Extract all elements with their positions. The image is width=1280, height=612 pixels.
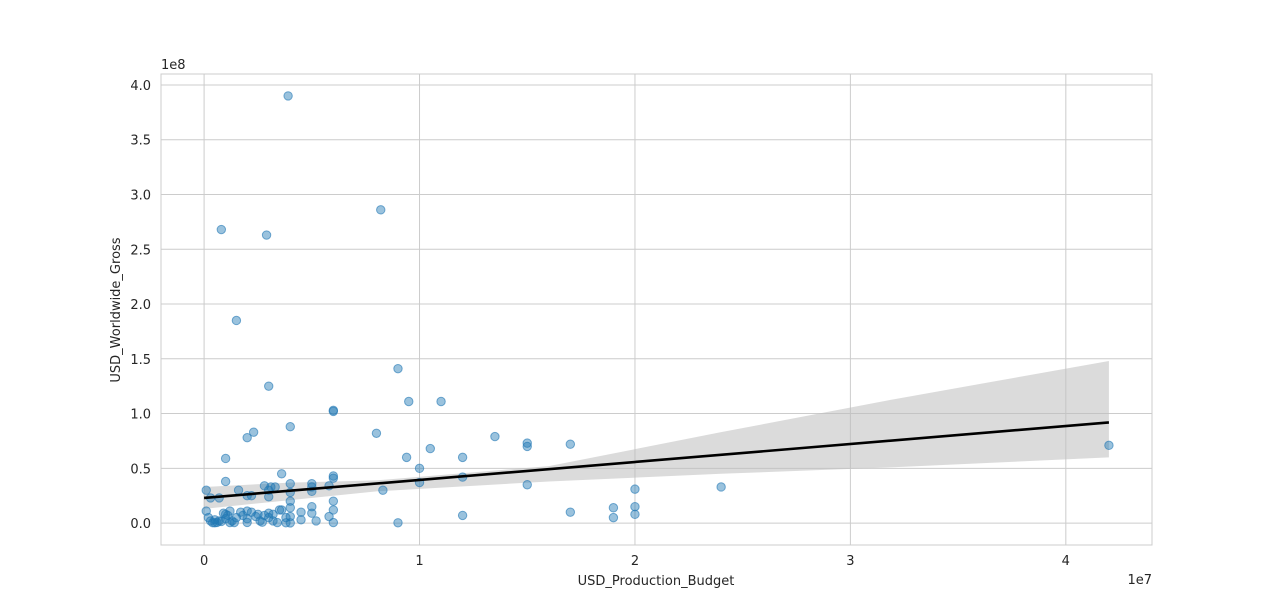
y-tick-label: 3.5	[130, 134, 151, 149]
y-tick-label: 2.0	[130, 298, 151, 313]
data-point	[261, 230, 272, 240]
x-tick-label: 2	[631, 554, 639, 569]
x-tick-label: 1	[415, 554, 423, 569]
data-point	[425, 443, 435, 454]
data-point	[276, 505, 287, 515]
y-tick-label: 2.5	[130, 243, 151, 258]
data-point	[490, 431, 500, 442]
data-point	[393, 518, 403, 528]
axes-border	[160, 73, 1153, 546]
data-point	[393, 363, 403, 374]
data-point	[522, 441, 532, 452]
data-point	[285, 422, 295, 432]
data-point	[328, 405, 339, 415]
data-point	[328, 517, 339, 528]
data-point	[328, 471, 339, 481]
data-point	[296, 515, 306, 525]
data-point	[328, 505, 339, 515]
x-tick-label: 4	[1062, 554, 1070, 569]
x-tick-label: 0	[200, 554, 208, 569]
data-point	[216, 224, 227, 235]
data-point	[522, 438, 532, 448]
data-point	[401, 452, 412, 463]
data-point	[457, 510, 468, 521]
data-point	[220, 476, 231, 487]
data-point	[264, 381, 274, 391]
x-tick-label: 3	[846, 554, 854, 569]
x-offset-label: 1e7	[1127, 573, 1152, 588]
data-point	[210, 518, 220, 528]
y-gridlines	[161, 84, 1152, 524]
data-point	[242, 517, 252, 528]
y-tick-label: 1.5	[130, 353, 151, 368]
data-point	[248, 427, 259, 437]
data-point	[276, 469, 287, 479]
data-point	[274, 505, 285, 515]
data-point	[328, 473, 339, 483]
y-tick-label: 0.0	[130, 517, 151, 532]
data-point	[285, 496, 295, 506]
data-point	[307, 508, 317, 518]
data-point	[630, 501, 640, 512]
data-point	[328, 496, 339, 506]
x-tick-labels: 0 1 2 3 4	[200, 554, 1070, 569]
data-point	[283, 91, 293, 101]
data-point	[565, 439, 576, 449]
data-point	[257, 517, 267, 527]
data-point	[285, 518, 295, 528]
y-tick-labels: 0.0 0.5 1.0 1.5 2.0 2.5 3.0 3.5 4.0	[130, 79, 151, 532]
data-point	[201, 485, 211, 495]
data-point	[229, 517, 239, 528]
data-point	[436, 396, 446, 407]
data-point	[608, 503, 619, 513]
data-point	[272, 517, 283, 528]
regression-line	[203, 421, 1110, 500]
data-point	[1104, 440, 1114, 451]
data-point	[565, 507, 576, 517]
y-axis-label: USD_Worldwide_Gross	[109, 237, 124, 382]
y-offset-label: 1e8	[161, 58, 186, 73]
data-point	[404, 396, 414, 407]
data-point	[608, 512, 619, 523]
y-tick-label: 3.0	[130, 188, 151, 203]
data-point	[307, 501, 317, 512]
data-point	[522, 480, 532, 490]
data-point	[457, 452, 468, 463]
y-tick-label: 1.0	[130, 408, 151, 423]
y-tick-label: 0.5	[130, 462, 151, 477]
data-point	[220, 514, 231, 524]
data-point	[378, 485, 388, 495]
data-point	[311, 516, 321, 526]
x-axis-label: USD_Production_Budget	[578, 574, 735, 589]
data-point	[414, 463, 425, 474]
data-point	[296, 507, 306, 517]
regression-line-layer	[203, 421, 1110, 500]
data-point	[285, 503, 295, 513]
data-point	[630, 484, 640, 494]
data-point	[376, 205, 386, 215]
data-point	[242, 432, 252, 443]
axes-frame	[160, 73, 1153, 546]
data-point	[285, 478, 295, 489]
data-point	[231, 315, 242, 326]
data-point	[630, 509, 640, 520]
data-point	[371, 428, 382, 438]
data-point	[220, 453, 231, 464]
data-point	[716, 482, 726, 492]
y-tick-label: 4.0	[130, 79, 151, 94]
data-point	[233, 485, 244, 495]
scatter-points	[201, 91, 1114, 528]
